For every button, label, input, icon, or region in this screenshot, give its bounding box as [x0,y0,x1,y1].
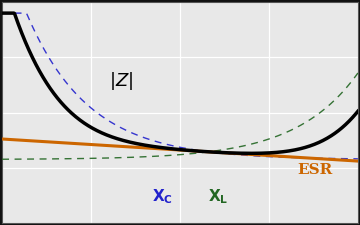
Text: ESR: ESR [297,163,333,177]
Text: $|Z|$: $|Z|$ [109,70,133,92]
Text: $\mathbf{X_C}$: $\mathbf{X_C}$ [152,187,172,205]
Text: $\mathbf{X_L}$: $\mathbf{X_L}$ [208,187,229,205]
